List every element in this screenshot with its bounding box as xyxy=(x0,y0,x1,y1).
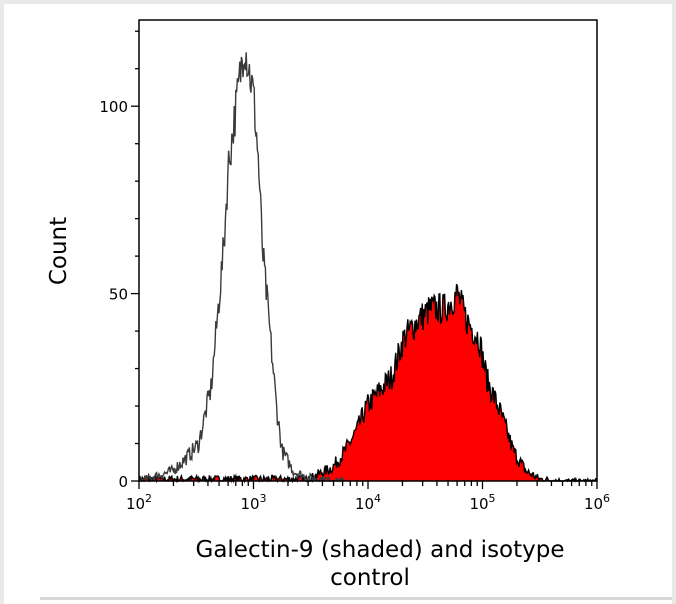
galectin-9-fill xyxy=(139,284,597,481)
x-tick-base: 10 xyxy=(355,495,374,513)
galectin-9-outline xyxy=(138,283,598,484)
x-tick-label: 106 xyxy=(584,492,610,513)
x-tick-exponent: 5 xyxy=(489,492,496,505)
x-tick-base: 10 xyxy=(240,495,259,513)
series-layer xyxy=(138,52,598,484)
x-tick-exponent: 2 xyxy=(145,492,152,505)
x-tick-label: 102 xyxy=(126,492,152,513)
x-tick-base: 10 xyxy=(584,495,603,513)
x-tick-label: 105 xyxy=(469,492,495,513)
x-tick-exponent: 3 xyxy=(260,492,267,505)
x-tick-label: 104 xyxy=(355,492,381,513)
x-axis-label-line2: control xyxy=(330,565,410,591)
x-tick-exponent: 4 xyxy=(374,492,381,505)
y-tick-label: 0 xyxy=(118,473,128,491)
y-axis-label: Count xyxy=(46,217,72,285)
x-axis-label-line1: Galectin-9 (shaded) and isotype xyxy=(196,537,565,563)
x-tick-label: 103 xyxy=(240,492,266,513)
y-tick-label: 100 xyxy=(99,98,128,116)
divider xyxy=(40,597,672,600)
x-tick-exponent: 6 xyxy=(603,492,610,505)
y-tick-label: 50 xyxy=(109,286,128,304)
isotype-control-line xyxy=(138,52,346,484)
x-tick-base: 10 xyxy=(126,495,145,513)
x-tick-base: 10 xyxy=(469,495,488,513)
